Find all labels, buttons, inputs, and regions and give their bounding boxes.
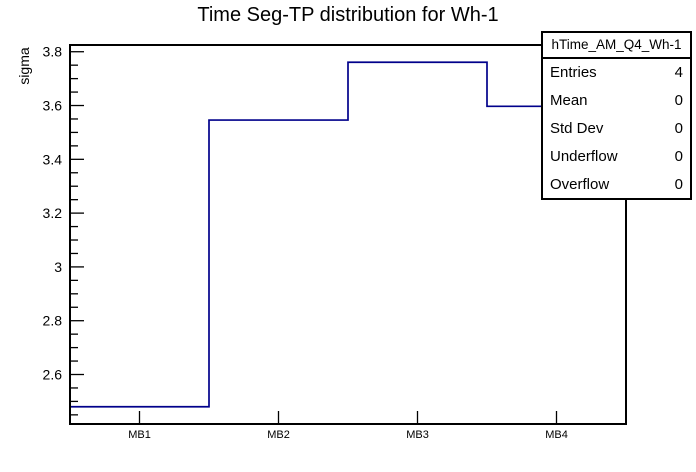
stats-row: Overflow 0 — [543, 170, 690, 198]
stats-label: Overflow — [550, 175, 610, 193]
y-tick-label: 2.8 — [43, 313, 63, 329]
y-tick-label: 3.4 — [43, 151, 63, 167]
stats-row: Mean 0 — [543, 87, 690, 115]
x-tick-label: MB3 — [406, 429, 429, 441]
stats-value: 0 — [674, 175, 683, 193]
stats-rows: Entries 4 Mean 0 Std Dev 0 Underflow 0 O… — [543, 59, 690, 198]
stats-header: hTime_AM_Q4_Wh-1 — [543, 33, 690, 59]
x-tick-label: MB2 — [267, 429, 290, 441]
stats-label: Underflow — [550, 147, 618, 165]
y-tick-label: 3.6 — [43, 98, 63, 114]
stats-value: 4 — [674, 64, 683, 82]
stats-row: Entries 4 — [543, 59, 690, 87]
x-tick-label: MB1 — [128, 429, 151, 441]
stats-label: Std Dev — [550, 119, 604, 137]
chart-title: Time Seg-TP distribution for Wh-1 — [197, 4, 499, 26]
stats-box: hTime_AM_Q4_Wh-1 Entries 4 Mean 0 Std De… — [541, 31, 692, 200]
y-tick-label: 3.2 — [43, 205, 63, 221]
stats-value: 0 — [674, 92, 683, 110]
y-tick-label: 3 — [54, 259, 62, 275]
stats-label: Entries — [550, 64, 597, 82]
x-tick-label: MB4 — [545, 429, 568, 441]
stats-value: 0 — [674, 119, 683, 137]
stats-row: Underflow 0 — [543, 142, 690, 170]
y-tick-label: 2.6 — [43, 367, 63, 383]
stats-label: Mean — [550, 92, 588, 110]
stats-value: 0 — [674, 147, 683, 165]
y-tick-label: 3.8 — [43, 44, 63, 60]
stats-row: Std Dev 0 — [543, 115, 690, 143]
plot-frame — [69, 44, 627, 425]
